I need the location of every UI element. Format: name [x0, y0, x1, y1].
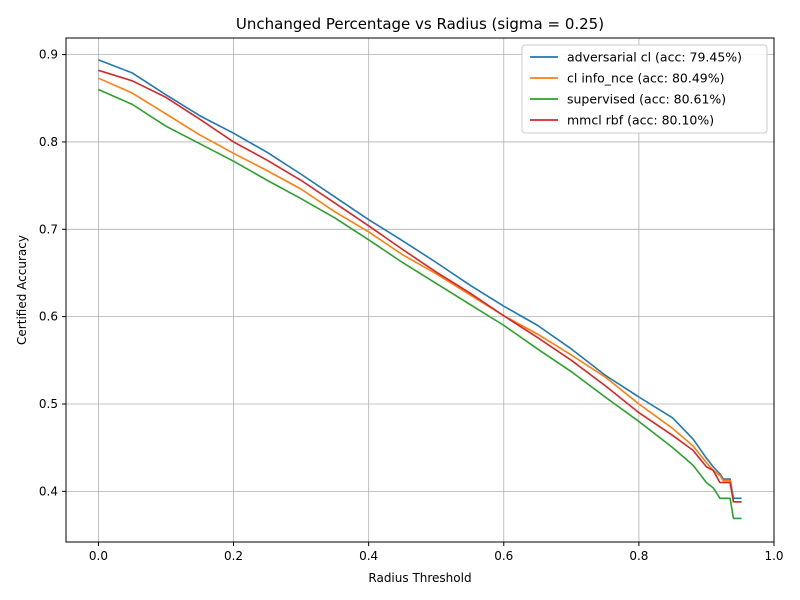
chart-title: Unchanged Percentage vs Radius (sigma = …: [236, 15, 604, 33]
legend-box: [521, 44, 768, 134]
y-axis-ticks: 0.4 0.5 0.6 0.7 0.8 0.9: [39, 48, 66, 498]
series-line-3: [98, 69, 742, 503]
x-tick-label: 0.4: [359, 549, 378, 563]
x-tick-label: 0.0: [89, 549, 108, 563]
x-tick-label: 1.0: [764, 549, 783, 563]
y-tick-label: 0.5: [39, 397, 58, 411]
legend-label: adversarial cl (acc: 79.45%): [567, 50, 742, 65]
series-line-1: [98, 77, 742, 503]
series-line-0: [98, 59, 742, 500]
x-tick-label: 0.8: [629, 549, 648, 563]
series-line-2: [98, 88, 742, 520]
legend-label: cl info_nce (acc: 80.49%): [567, 71, 724, 86]
x-axis-label: Radius Threshold: [368, 571, 471, 585]
series-group: [98, 59, 742, 520]
y-tick-label: 0.8: [39, 135, 58, 149]
x-axis-ticks: 0.0 0.2 0.4 0.6 0.8 1.0: [89, 542, 784, 563]
y-tick-label: 0.6: [39, 310, 58, 324]
x-tick-label: 0.2: [224, 549, 243, 563]
y-tick-label: 0.4: [39, 484, 58, 498]
x-tick-label: 0.6: [494, 549, 513, 563]
y-axis-label: Certified Accuracy: [15, 235, 29, 345]
y-tick-label: 0.7: [39, 222, 58, 236]
y-tick-label: 0.9: [39, 48, 58, 62]
legend: adversarial cl (acc: 79.45%) cl info_nce …: [521, 44, 768, 134]
legend-label: supervised (acc: 80.61%): [567, 92, 726, 107]
legend-label: mmcl rbf (acc: 80.10%): [567, 113, 714, 128]
plot-frame: [65, 37, 775, 543]
grid: [66, 38, 775, 542]
